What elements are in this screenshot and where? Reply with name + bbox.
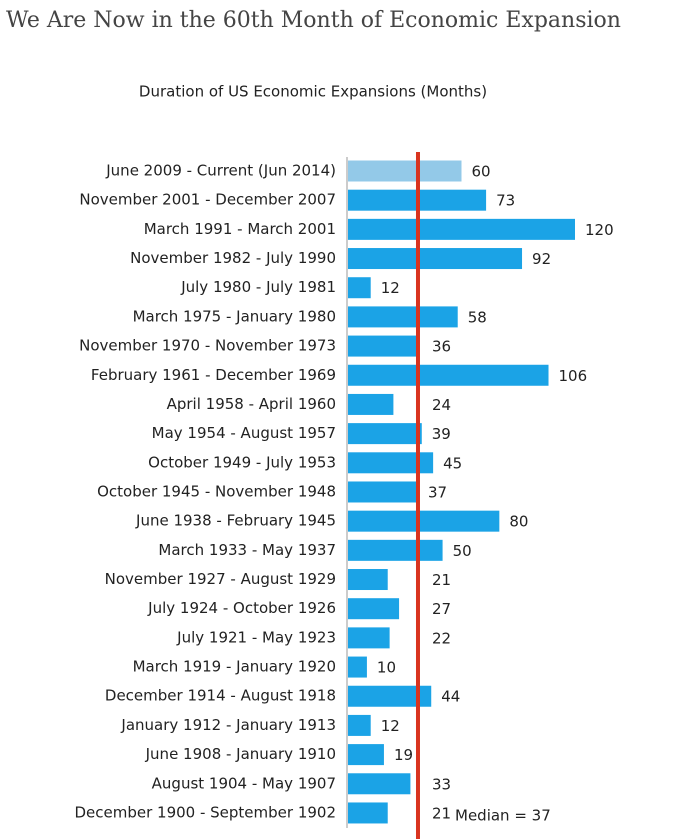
category-label: August 1904 - May 1907 [152,774,336,792]
value-label: 36 [432,338,451,356]
bar [348,685,432,707]
value-label: 45 [443,454,462,472]
value-label: 24 [432,396,451,414]
value-label: 58 [468,308,487,326]
category-label: October 1949 - July 1953 [148,453,336,471]
bar [348,598,400,620]
category-label: November 2001 - December 2007 [79,191,336,209]
value-label: 19 [394,746,413,764]
category-label: March 1975 - January 1980 [133,307,336,325]
category-label: May 1954 - August 1957 [152,424,336,442]
bar [348,335,417,357]
bar [348,510,500,532]
value-label: 44 [441,688,460,706]
chart-subtitle: Duration of US Economic Expansions (Mont… [139,83,487,101]
value-label: 21 [432,571,451,589]
bar [348,160,462,182]
category-label: November 1970 - November 1973 [79,337,336,355]
category-label: January 1912 - January 1913 [120,716,336,734]
bar [348,539,443,561]
bar [348,218,575,240]
value-label: 39 [432,425,451,443]
bar [348,773,411,795]
bar [348,627,390,649]
bar [348,277,371,299]
value-label: 22 [432,629,451,647]
value-label: 12 [381,279,400,297]
category-label: July 1980 - July 1981 [180,278,336,296]
value-label: 92 [532,250,551,268]
median-label: Median = 37 [455,807,551,825]
value-label: 120 [585,221,614,239]
category-label: October 1945 - November 1948 [97,482,336,500]
category-label: December 1900 - September 1902 [74,803,336,821]
category-label: March 1933 - May 1937 [158,541,336,559]
value-label: 10 [377,659,396,677]
value-label: 80 [509,513,528,531]
value-label: 106 [559,367,588,385]
value-label: 73 [496,192,515,210]
bar [348,452,434,474]
bar [348,714,371,736]
chart-title: We Are Now in the 60th Month of Economic… [6,8,621,33]
category-label: March 1991 - March 2001 [144,220,336,238]
category-label: July 1921 - May 1923 [176,628,336,646]
category-label: June 2009 - Current (Jun 2014) [105,162,336,180]
bar [348,306,458,328]
value-label: 37 [428,483,447,501]
bar [348,248,523,270]
category-label: November 1982 - July 1990 [130,249,336,267]
bar [348,802,388,824]
bar [348,393,394,415]
bar [348,423,422,445]
category-label: February 1961 - December 1969 [91,366,336,384]
bar [348,744,384,766]
value-label: 27 [432,600,451,618]
value-label: 60 [472,163,491,181]
category-label: June 1938 - February 1945 [135,512,336,530]
value-label: 33 [432,775,451,793]
bar [348,481,418,503]
value-label: 12 [381,717,400,735]
bar [348,569,388,591]
category-label: November 1927 - August 1929 [105,570,336,588]
category-label: April 1958 - April 1960 [167,395,336,413]
category-label: December 1914 - August 1918 [105,687,336,705]
value-label: 21 [432,804,451,822]
category-label: July 1924 - October 1926 [147,599,336,617]
category-label: June 1908 - January 1910 [145,745,336,763]
bar [348,656,367,678]
category-label: March 1919 - January 1920 [133,658,336,676]
bar [348,364,549,386]
value-label: 50 [453,542,472,560]
